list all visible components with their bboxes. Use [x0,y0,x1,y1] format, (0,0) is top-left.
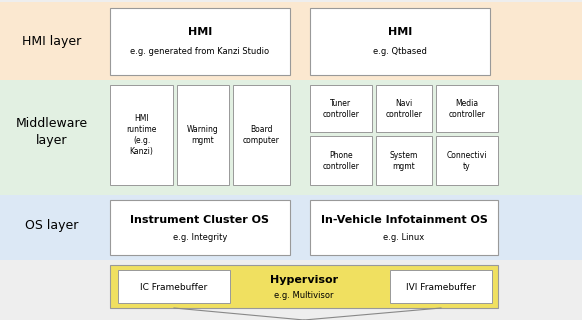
Text: In-Vehicle Infotainment OS: In-Vehicle Infotainment OS [321,215,488,225]
Text: IC Framebuffer: IC Framebuffer [140,283,208,292]
Bar [310,200,498,255]
Bar [436,136,498,185]
Text: e.g. Qtbased: e.g. Qtbased [373,47,427,57]
Bar [110,8,290,75]
Text: HMI: HMI [188,27,212,37]
Text: Connectivi
ty: Connectivi ty [447,151,487,171]
Bar [390,270,492,303]
Text: e.g. Linux: e.g. Linux [384,234,425,243]
Text: Navi
controller: Navi controller [385,99,423,119]
Bar [118,270,230,303]
Text: HMI
runtime
(e.g.
Kanzi): HMI runtime (e.g. Kanzi) [126,114,157,156]
Text: Warning
mgmt: Warning mgmt [187,125,219,145]
Text: IVI Framebuffer: IVI Framebuffer [406,283,476,292]
Bar [376,136,432,185]
Bar [177,85,229,185]
Text: System
mgmt: System mgmt [390,151,418,171]
Bar [310,8,490,75]
Text: Phone
controller: Phone controller [322,151,360,171]
Text: HMI: HMI [388,27,412,37]
Bar [310,85,372,132]
Text: HMI layer: HMI layer [22,35,81,47]
Text: e.g. Integrity: e.g. Integrity [173,234,227,243]
Bar [110,200,290,255]
Bar [310,136,372,185]
Text: Tuner
controller: Tuner controller [322,99,360,119]
Bar [233,85,290,185]
Text: Instrument Cluster OS: Instrument Cluster OS [130,215,269,225]
Text: OS layer: OS layer [25,220,79,233]
Text: Media
controller: Media controller [449,99,485,119]
Bar [0,80,582,195]
Bar [110,85,173,185]
Bar [0,195,582,260]
Bar [436,85,498,132]
Text: Middleware
layer: Middleware layer [16,117,88,147]
Bar [376,85,432,132]
Text: Hypervisor: Hypervisor [270,275,338,285]
Bar [0,2,582,80]
Text: e.g. generated from Kanzi Studio: e.g. generated from Kanzi Studio [130,47,269,57]
Text: Board
computer: Board computer [243,125,280,145]
Text: e.g. Multivisor: e.g. Multivisor [274,292,333,300]
Bar [110,265,498,308]
